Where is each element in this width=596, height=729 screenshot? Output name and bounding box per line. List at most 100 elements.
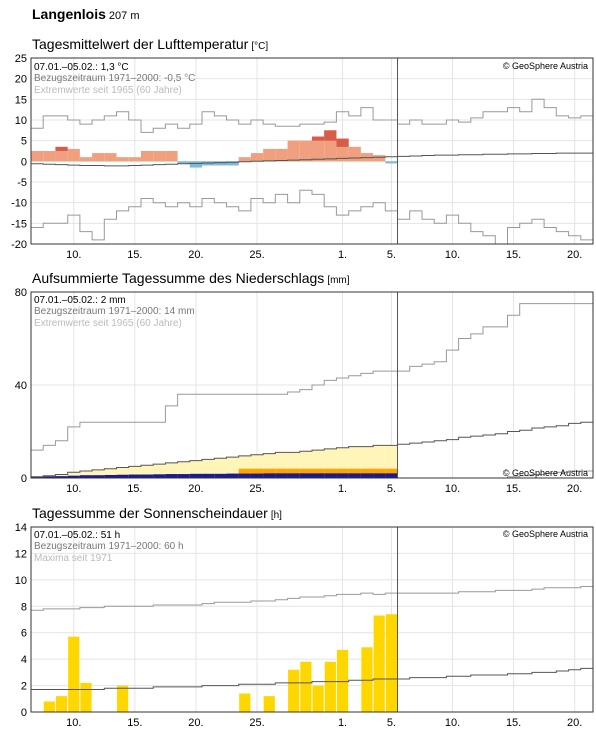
temperature-bar [263, 148, 276, 162]
temperature-bar [385, 161, 398, 164]
precipitation-info-reference: Bezugszeitraum 1971–2000: 14 mm [34, 306, 195, 317]
x-tick-label: 25. [249, 249, 264, 261]
precipitation-bar [79, 475, 93, 478]
temperature-bar [165, 151, 178, 162]
precipitation-bar [348, 473, 361, 478]
y-tick-label: -20 [11, 239, 27, 251]
x-tick-label: 5. [387, 483, 396, 495]
precipitation-panel-title: Aufsummierte Tagessumme des Niederschlag… [32, 270, 350, 286]
temperature-unit: [°C] [251, 41, 269, 52]
x-tick-label: 10. [445, 249, 460, 261]
precipitation-bar [43, 476, 56, 478]
sunshine-panel-title: Tagessumme der Sonnenscheindauer [h] [32, 505, 282, 521]
reference-line [31, 421, 593, 478]
temperature-bar [312, 136, 325, 162]
x-tick-label: 25. [249, 483, 264, 495]
sunshine-bar [263, 696, 275, 712]
sunshine-info-reference: Bezugszeitraum 1971–2000: 60 h [34, 541, 184, 552]
y-tick-label: 80 [15, 287, 27, 299]
plot-frame [30, 57, 594, 245]
temperature-bar [31, 151, 44, 162]
temperature-bar-extreme [336, 138, 349, 147]
temperature-title: Tagesmittelwert der Lufttemperatur [32, 36, 249, 52]
temperature-bar [128, 157, 141, 162]
x-tick-label: 1. [338, 483, 347, 495]
temperature-info-reference: Bezugszeitraum 1971–2000: -0,5 °C [34, 73, 195, 84]
precipitation-bar [67, 475, 80, 478]
deficit-fill [238, 468, 251, 478]
reference-fill [67, 472, 80, 478]
y-tick-label: 0 [21, 473, 27, 485]
precipitation-bar [165, 474, 178, 478]
sunshine-bar [239, 693, 251, 712]
temperature-bar [287, 140, 300, 162]
x-tick-label: 10. [66, 249, 81, 261]
y-tick-label: 20 [15, 74, 27, 86]
precipitation-bar [238, 473, 251, 478]
y-tick-label: -15 [11, 218, 27, 230]
precipitation-bar [275, 473, 288, 478]
reference-fill [79, 471, 93, 478]
precipitation-bar [250, 473, 264, 478]
y-tick-label: 5 [21, 136, 27, 148]
precipitation-bar [202, 473, 215, 478]
precipitation-bar [55, 476, 68, 478]
x-tick-label: 1. [338, 249, 347, 261]
y-tick-label: 0 [21, 707, 27, 719]
y-tick-label: 10 [15, 115, 27, 127]
x-tick-label: 15. [127, 483, 142, 495]
temperature-bar [373, 155, 386, 162]
temperature-bar [177, 161, 190, 164]
precipitation-title: Aufsummierte Tagessumme des Niederschlag… [32, 270, 325, 286]
x-tick-label: 15. [127, 249, 142, 261]
reference-fill [214, 458, 227, 478]
sunshine-bar [385, 614, 398, 712]
sunshine-info-period: 07.01.–05.02.: 51 h [34, 530, 120, 541]
sunshine-bar [361, 647, 373, 712]
precipitation-bar [31, 476, 44, 478]
temperature-bar [238, 157, 251, 162]
precipitation-bar [177, 474, 190, 478]
y-tick-label: -5 [17, 177, 27, 189]
x-tick-label: 10. [445, 717, 460, 729]
precipitation-credit: © GeoSphere Austria [503, 468, 588, 478]
x-tick-label: 15. [506, 483, 521, 495]
plot-area: 0 40 80 10. 15. 20. 25. 1. 5. 10. 15. 20. [15, 287, 594, 495]
sunshine-bar [336, 649, 349, 712]
reference-line [31, 152, 593, 167]
plot-frame [30, 291, 594, 479]
sunshine-bar [117, 685, 129, 712]
precipitation-bar [104, 474, 117, 478]
x-tick-label: 10. [445, 483, 460, 495]
precipitation-bar [214, 473, 227, 478]
sunshine-unit: [h] [270, 510, 282, 521]
deficit-fill [250, 468, 264, 478]
y-tick-label: 14 [15, 522, 27, 534]
temperature-bar [250, 153, 264, 162]
y-tick-label: 0 [21, 156, 27, 168]
temperature-bar [299, 140, 312, 162]
plot-area: 0 2 4 6 8 10 12 14 10. 15. 20. 25. 1. 5. 10. 15. 20. [15, 522, 594, 729]
temperature-bar [153, 151, 166, 162]
x-tick-label: 20. [188, 717, 203, 729]
temperature-bar [43, 151, 56, 162]
y-tick-label: 10 [15, 575, 27, 587]
y-tick-label: 40 [15, 380, 27, 392]
reference-fill [177, 461, 190, 478]
sunshine-bar [43, 701, 55, 712]
station-name: Langenlois [32, 6, 106, 22]
precipitation-bar [153, 474, 166, 478]
precipitation-info: 07.01.–05.02.: 2 mm Bezugszeitraum 1971–… [34, 295, 588, 478]
x-tick-label: 5. [387, 249, 396, 261]
sunshine-bar [373, 615, 385, 712]
precipitation-bar [360, 473, 374, 478]
precipitation-bar [299, 473, 312, 478]
plot-frame [30, 526, 594, 713]
temperature-bar [104, 153, 117, 162]
temperature-bar [116, 157, 129, 162]
y-tick-label: 2 [21, 681, 27, 693]
sunshine-bar [300, 661, 312, 712]
x-tick-label: 20. [188, 483, 203, 495]
